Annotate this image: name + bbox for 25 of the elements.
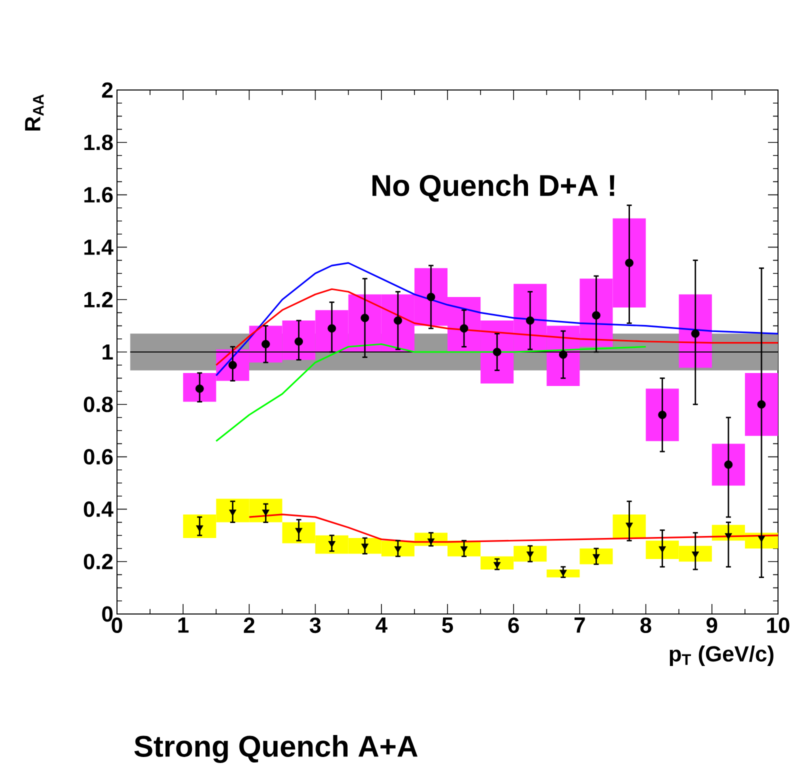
y-tick-label: 2 xyxy=(102,82,113,98)
x-tick-label: 8 xyxy=(640,618,652,634)
y-tick-label: 0.8 xyxy=(84,396,113,412)
y-tick-label: 1.6 xyxy=(84,187,113,203)
y-tick-label: 0.6 xyxy=(84,449,113,465)
x-tick-label: 7 xyxy=(574,618,585,633)
y-axis-title: R$_{AA}$ xyxy=(25,94,44,131)
x-tick-label: 5 xyxy=(442,618,453,633)
y-tick-label: 0.4 xyxy=(84,501,114,517)
x-tick-label: 4 xyxy=(376,618,388,633)
x-tick-label: 6 xyxy=(508,618,519,634)
x-tick-label: 9 xyxy=(706,618,718,634)
y-tick-label: 1.4 xyxy=(84,240,114,255)
y-tick-label: 0.2 xyxy=(84,554,113,570)
text: Strong Quench A+A xyxy=(134,735,418,763)
y-tick-label: 1.2 xyxy=(84,292,113,308)
x-tick-label: 1 xyxy=(178,618,189,633)
x-tick-label: 10 xyxy=(767,618,790,634)
y-tick-label: 1.8 xyxy=(84,134,113,150)
x-axis-title: p$_{T}$ (GeV/c) xyxy=(670,646,774,666)
y-tick-label: 0 xyxy=(102,606,113,622)
annotation: No Quench D+A ! xyxy=(372,174,614,202)
x-tick-label: 2 xyxy=(244,618,254,633)
x-tick-label: 3 xyxy=(310,618,321,634)
y-tick-label: 1 xyxy=(102,344,113,360)
